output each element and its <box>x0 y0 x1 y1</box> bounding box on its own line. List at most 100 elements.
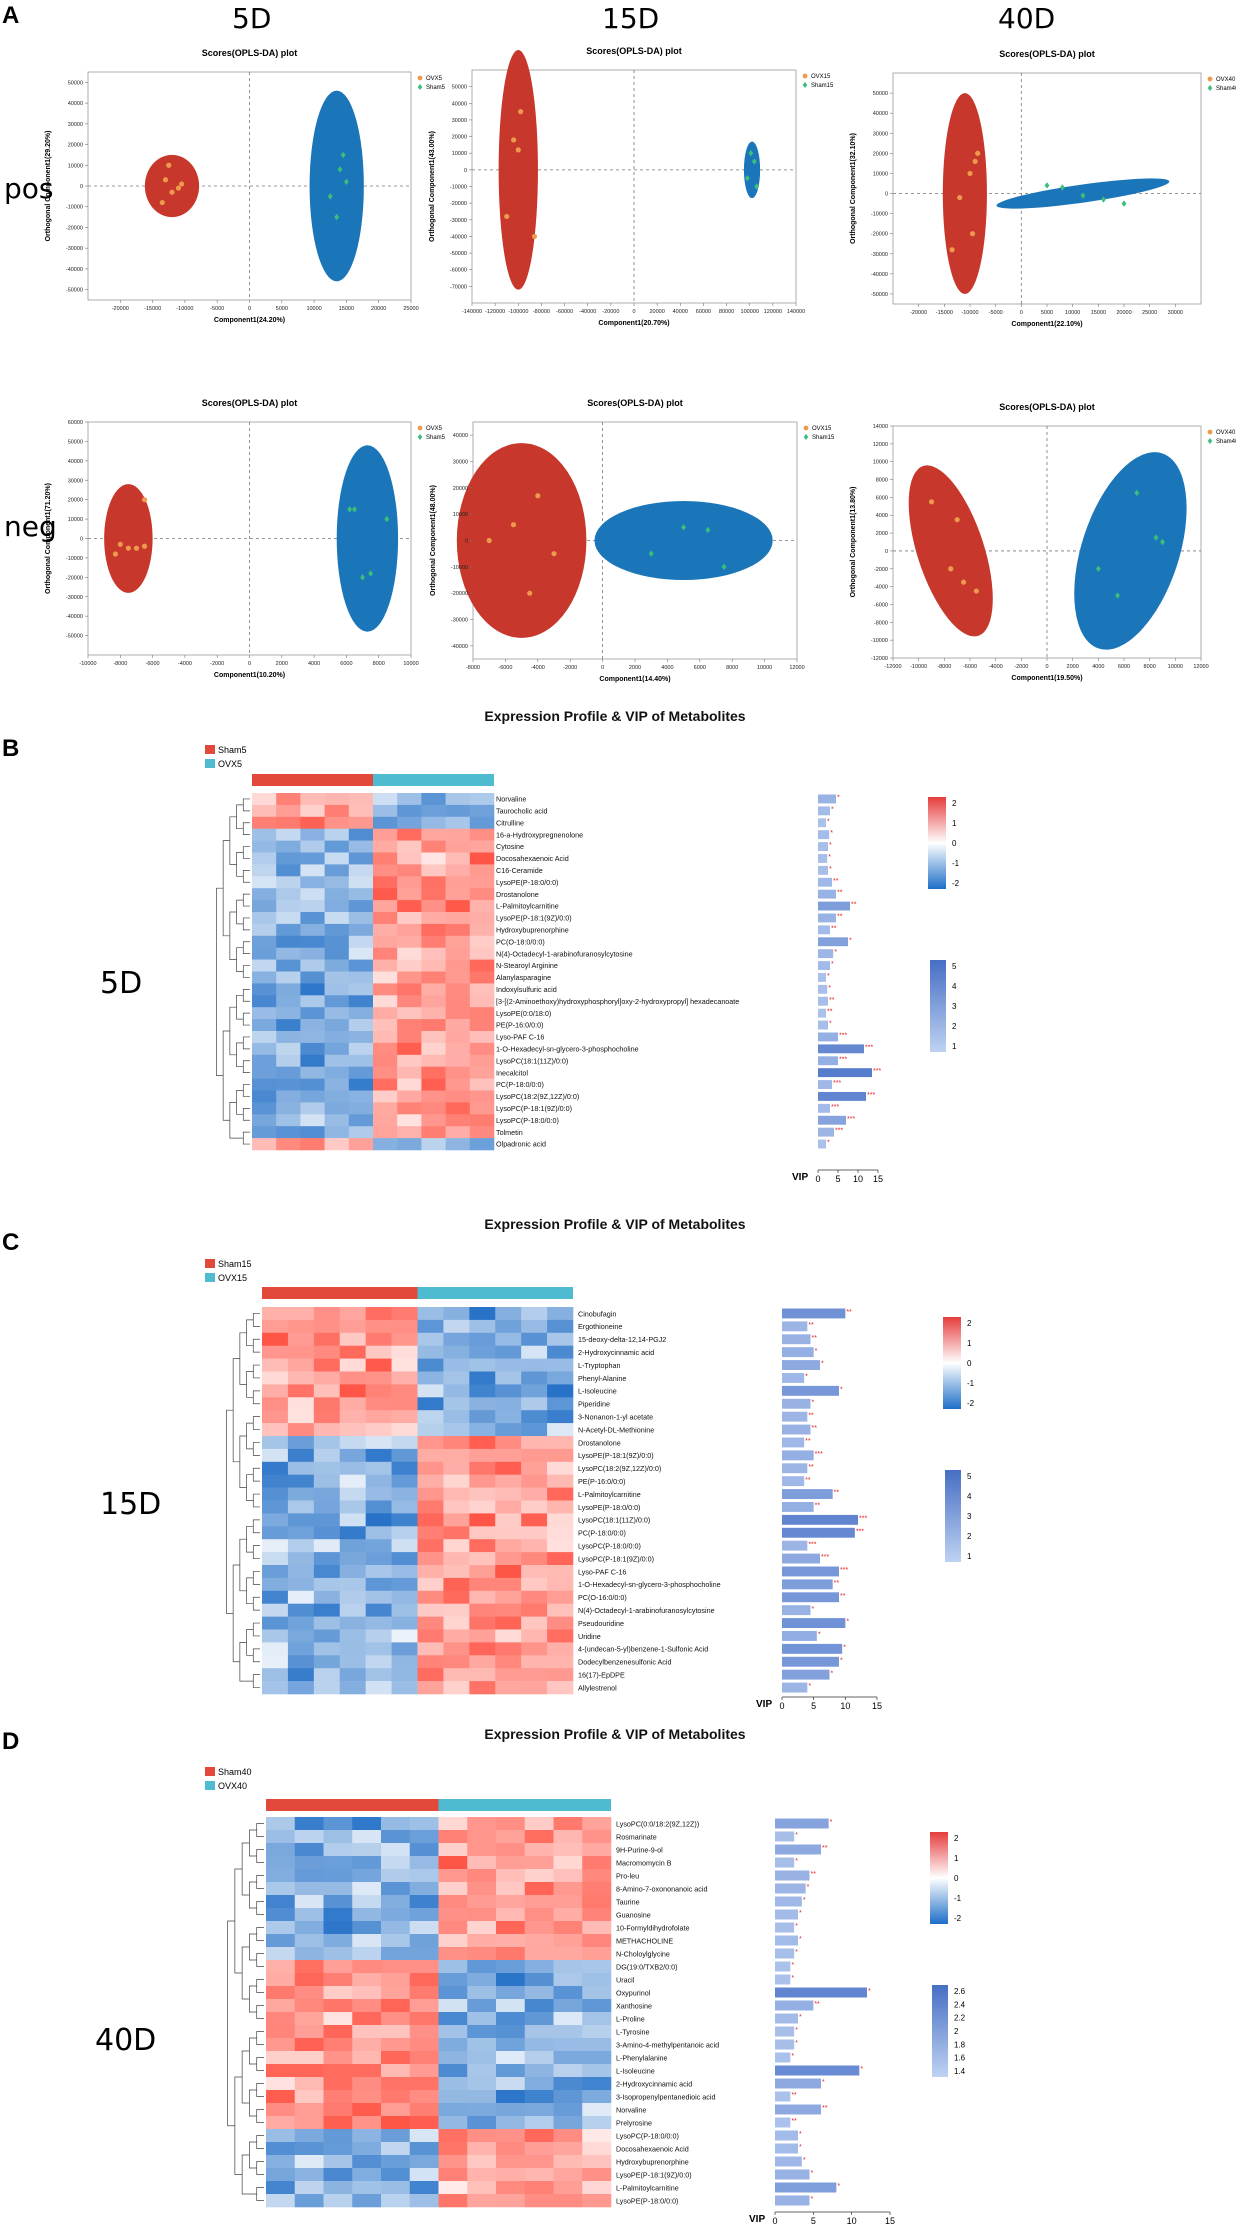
x-axis-label: Component1(22.10%) <box>1011 321 1082 328</box>
heatmap-cell <box>553 2012 583 2026</box>
heatmap-cell <box>252 804 277 818</box>
y-tick-label: -40000 <box>450 234 467 240</box>
x-tick-label: -40000 <box>579 309 596 315</box>
score-point-Sham5 <box>384 515 390 523</box>
heatmap-cell <box>348 971 374 984</box>
heatmap-cell <box>324 816 350 829</box>
dendrogram-branch <box>232 1358 240 1463</box>
y-tick-label: 12000 <box>873 442 888 448</box>
heatmap-cell <box>276 1078 301 1091</box>
heatmap-cell <box>381 1986 411 2000</box>
heatmap-cell <box>438 1869 468 1883</box>
heatmap-cell <box>300 1102 325 1115</box>
heatmap-cell <box>352 2181 382 2195</box>
heatmap-cell <box>443 1590 470 1604</box>
heatmap-cell <box>421 1066 446 1079</box>
dendrogram-branch <box>249 1829 257 1857</box>
vip-scale-tick: 2.6 <box>954 1987 966 1996</box>
heatmap-cell <box>524 1830 554 1844</box>
heatmap-cell <box>495 1603 522 1617</box>
x-tick-label: -8000 <box>466 665 480 671</box>
heatmap-cell <box>421 1126 446 1139</box>
x-tick-label: 12000 <box>1193 664 1208 670</box>
score-point-OVX15 <box>511 137 517 143</box>
heatmap-cell <box>496 1817 526 1831</box>
x-tick-label: 6000 <box>1118 664 1130 670</box>
vip-bar <box>775 1948 795 1959</box>
vip-bar <box>782 1308 846 1319</box>
metabolite-label: L-Proline <box>616 2014 645 2023</box>
heatmap-cell <box>547 1423 574 1437</box>
heatmap-cell <box>496 1960 526 1974</box>
heatmap-cell <box>445 1102 471 1115</box>
x-axis-label: Component1(19.50%) <box>1011 675 1082 682</box>
x-tick-label: 80000 <box>719 309 734 315</box>
heatmap-cell <box>276 864 301 877</box>
x-tick-label: 10000 <box>1065 310 1080 316</box>
score-point-OVX15 <box>551 551 557 557</box>
vip-bar <box>775 2026 795 2037</box>
heat-color-scale <box>943 1317 961 1409</box>
significance-stars: * <box>799 1910 802 1917</box>
heatmap-cell <box>381 2025 411 2039</box>
confidence-ellipse-Sham40 <box>1074 452 1187 650</box>
metabolite-label: LysoPE(0:0/18:0) <box>496 1009 551 1018</box>
heatmap-cell <box>496 2077 526 2091</box>
heatmap-cell <box>266 2012 296 2026</box>
vip-bar <box>775 2013 798 2024</box>
heatmap-cell <box>300 1019 325 1032</box>
metabolite-label: LysoPE(P-18:0/0:0) <box>616 2196 678 2205</box>
score-point-OVX40 <box>967 170 973 177</box>
heatmap-cell <box>313 1526 341 1540</box>
heatmap-cell <box>300 1054 325 1067</box>
group-legend-ovx-label: OVX5 <box>218 759 242 769</box>
heatmap-cell <box>438 2129 468 2143</box>
heatmap-cell <box>323 2077 353 2091</box>
heatmap-cell <box>496 2103 526 2117</box>
heatmap-cell <box>467 2051 497 2065</box>
heatmap-cell <box>323 2064 353 2078</box>
heatmap-cell <box>324 1042 350 1056</box>
heatmap-cell <box>553 2090 583 2104</box>
vip-bar <box>818 1008 826 1018</box>
heat-scale-tick: -1 <box>967 1379 975 1388</box>
metabolite-label: N(4)-Octadecyl-1-arabinofuranosylcytosin… <box>496 949 633 958</box>
significance-stars: *** <box>839 1056 847 1063</box>
significance-stars: * <box>827 818 830 825</box>
score-point-OVX5 <box>169 189 175 195</box>
heatmap-cell <box>365 1436 392 1450</box>
x-tick-label: -4000 <box>178 661 192 667</box>
heatmap-cell <box>373 888 398 901</box>
significance-stars: ** <box>834 1580 840 1587</box>
heatmap-cell <box>313 1565 341 1579</box>
heat-scale-tick: 0 <box>952 839 957 848</box>
heatmap-cell <box>300 1066 325 1079</box>
heatmap-cell <box>324 828 350 841</box>
metabolite-label: Drostanolone <box>578 1438 621 1447</box>
heatmap-cell <box>352 1830 382 1844</box>
heatmap-cell <box>276 840 301 853</box>
heatmap-cell <box>266 2168 296 2182</box>
heatmap-cell <box>365 1681 392 1695</box>
heatmap-cell <box>373 900 398 913</box>
heatmap-cell <box>495 1500 522 1514</box>
heatmap-cell <box>252 816 277 829</box>
heatmap-cell <box>300 971 325 984</box>
dendrogram-branch <box>236 994 244 1020</box>
vip-bar <box>782 1540 808 1551</box>
heatmap-cell <box>547 1358 574 1372</box>
heatmap-cell <box>348 1054 374 1067</box>
heatmap-cell <box>252 1019 277 1032</box>
metabolite-label: LysoPE(P-18:0/0:0) <box>496 878 558 887</box>
heatmap-cell <box>524 1973 554 1987</box>
heatmap-cell <box>553 1947 583 1961</box>
group-legend-sham-label: Sham5 <box>218 745 247 755</box>
x-tick-label: 4000 <box>1092 664 1104 670</box>
metabolite-label: Alanylasparagine <box>496 973 551 982</box>
heatmap-cell <box>496 1973 526 1987</box>
heatmap-cell <box>381 2064 411 2078</box>
heatmap-cell <box>521 1539 548 1553</box>
heatmap-cell <box>467 2155 497 2169</box>
heatmap-cell <box>409 1882 439 1896</box>
